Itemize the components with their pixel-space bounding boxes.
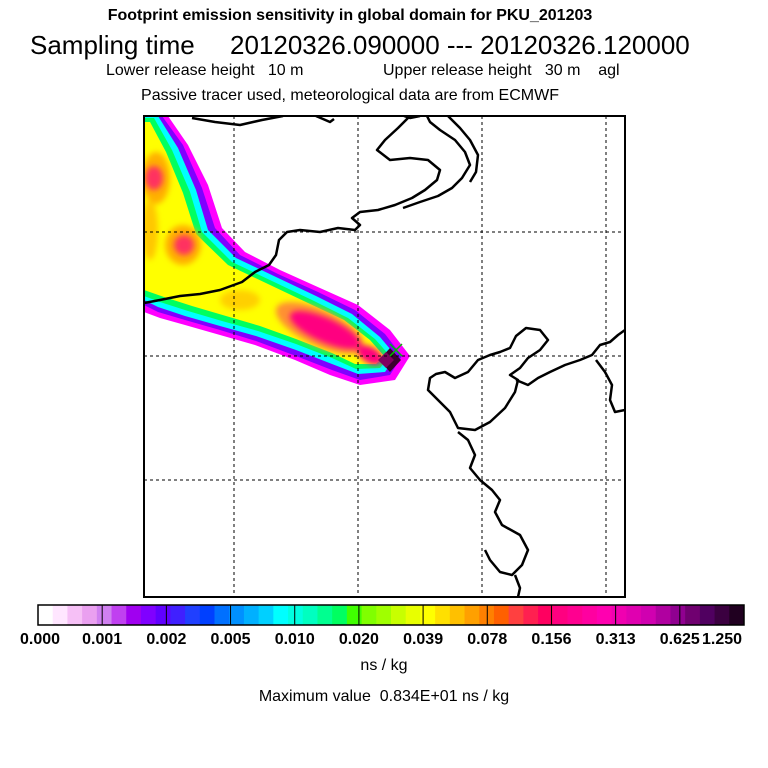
colorbar-cell xyxy=(699,605,716,625)
colorbar-cell xyxy=(729,605,745,625)
colorbar-cell xyxy=(523,605,539,625)
colorbar-cell xyxy=(332,605,348,625)
colorbar-cell xyxy=(567,605,583,625)
colorbar-cell xyxy=(170,605,186,625)
colorbar-cell xyxy=(493,605,510,625)
colorbar-tick-label: 0.313 xyxy=(596,631,636,648)
colorbar-ticks xyxy=(101,605,681,625)
colorbar-cell xyxy=(714,605,730,625)
colorbar-cell xyxy=(199,605,215,625)
colorbar-tick-label: 0.020 xyxy=(339,631,379,648)
colorbar-cell xyxy=(626,605,642,625)
plume-band xyxy=(144,122,384,364)
colorbar-cell xyxy=(655,605,671,625)
colorbar-cell xyxy=(126,605,142,625)
colorbar-cell xyxy=(185,605,201,625)
colorbar-cell xyxy=(67,605,83,625)
sampling-label: Sampling time xyxy=(30,30,195,60)
x-marker-icon xyxy=(389,343,403,357)
colorbar-cell xyxy=(582,605,598,625)
colorbar-cell xyxy=(508,605,524,625)
colorbar-units: ns / kg xyxy=(360,657,408,674)
colorbar-cell xyxy=(596,605,613,625)
sampling-time-range: 20120326.090000 --- 20120326.120000 xyxy=(230,30,690,60)
upper-release-height: Upper release height 30 m agl xyxy=(383,62,620,79)
colorbar-tick-label: 0.625 xyxy=(660,631,700,648)
colorbar-cell xyxy=(38,605,54,625)
colorbar-cell xyxy=(405,605,421,625)
colorbar-tick-label: 0.005 xyxy=(211,631,251,648)
colorbar-cell xyxy=(258,605,274,625)
colorbar-tick-label: 0.039 xyxy=(403,631,443,648)
plume-band xyxy=(357,345,383,365)
colorbar-cell xyxy=(611,605,627,625)
colorbar-labels: 0.000 0.001 0.002 0.005 0.010 0.020 0.039 0.078… xyxy=(20,631,742,648)
colorbar-cell xyxy=(302,605,318,625)
maximum-value: Maximum value 0.834E+01 ns / kg xyxy=(258,688,510,705)
plume-band xyxy=(289,311,361,349)
plume xyxy=(144,116,410,385)
colorbar-cell xyxy=(96,605,113,625)
colorbar-cell xyxy=(346,605,363,625)
colorbar-cell xyxy=(361,605,377,625)
lower-release-height: Lower release height 10 m xyxy=(106,62,304,79)
colorbar: 0.000 0.001 0.002 0.005 0.010 0.020 0.039 0.078… xyxy=(20,604,745,648)
colorbar-cell xyxy=(552,605,568,625)
colorbar-cell xyxy=(670,605,686,625)
colorbar-cell xyxy=(155,605,171,625)
colorbar-cell xyxy=(538,605,554,625)
colorbar-cell xyxy=(376,605,392,625)
colorbar-cell xyxy=(391,605,407,625)
colorbar-tick-label: 1.250 xyxy=(702,631,742,648)
colorbar-cell xyxy=(641,605,657,625)
colorbar-cell xyxy=(685,605,701,625)
colorbar-tick-label: 0.078 xyxy=(467,631,507,648)
colorbar-cell xyxy=(229,605,245,625)
plume-band xyxy=(145,166,163,190)
colorbar-cell xyxy=(420,605,436,625)
plume-band xyxy=(220,290,260,310)
colorbar-cell xyxy=(111,605,127,625)
colorbar-cell xyxy=(82,605,98,625)
colorbar-cell xyxy=(214,605,230,625)
colorbar-cell xyxy=(435,605,451,625)
colorbar-cell xyxy=(288,605,304,625)
coastlines xyxy=(144,116,625,597)
colorbar-cell xyxy=(273,605,289,625)
plume-band xyxy=(144,200,158,260)
colorbar-cells xyxy=(38,605,745,625)
colorbar-tick-label: 0.156 xyxy=(531,631,571,648)
colorbar-cell xyxy=(243,605,260,625)
colorbar-cell xyxy=(140,605,157,625)
colorbar-cell xyxy=(317,605,333,625)
colorbar-tick-label: 0.002 xyxy=(146,631,186,648)
colorbar-tick-label: 0.001 xyxy=(82,631,122,648)
tracer-note: Passive tracer used, meteorological data… xyxy=(141,87,559,104)
colorbar-tick-label: 0.010 xyxy=(275,631,315,648)
plot-title: Footprint emission sensitivity in global… xyxy=(107,7,593,24)
colorbar-tick-label: 0.000 xyxy=(20,631,60,648)
colorbar-cell xyxy=(464,605,480,625)
map-frame xyxy=(143,115,626,598)
colorbar-cell xyxy=(52,605,68,625)
colorbar-frame xyxy=(37,604,745,626)
graticule xyxy=(144,116,625,597)
plume-band xyxy=(174,235,194,255)
colorbar-cell xyxy=(449,605,466,625)
